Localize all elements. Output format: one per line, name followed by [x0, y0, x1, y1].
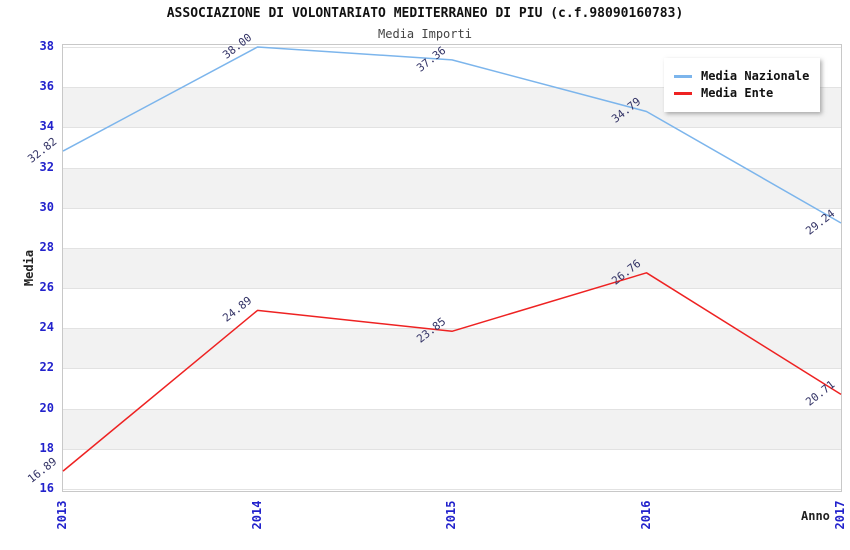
- legend-item-media-ente: Media Ente: [674, 86, 809, 100]
- y-tick-label: 38: [39, 39, 54, 53]
- gridline: [63, 288, 841, 290]
- y-tick-label: 36: [39, 79, 54, 94]
- y-tick-label: 32: [39, 159, 54, 174]
- plot-band: [63, 328, 841, 369]
- plot-band: [63, 408, 841, 449]
- y-tick-label: 30: [39, 199, 54, 214]
- plot-band: [63, 167, 841, 208]
- gridline: [63, 167, 841, 169]
- y-tick-label: 24: [39, 320, 54, 335]
- legend-label-media-ente: Media Ente: [701, 86, 774, 100]
- gridline: [63, 448, 841, 450]
- x-tick-label: 2014: [249, 500, 264, 530]
- y-tick-label: 18: [39, 440, 54, 455]
- gridline: [63, 328, 841, 330]
- y-tick-label: 16: [39, 481, 54, 495]
- plot-area: 32.82 38.00 37.36 34.79 29.24 16.89 24.89 23.85…: [25, 31, 842, 492]
- x-tick-label: 2016: [638, 500, 653, 530]
- gridline: [63, 207, 841, 209]
- y-tick-label: 28: [39, 239, 54, 254]
- x-tick-label: 2013: [55, 500, 69, 530]
- media-ente-line-swatch: [674, 91, 692, 95]
- gridline: [63, 47, 841, 48]
- legend-item-media-nazionale: Media Nazionale: [674, 69, 809, 83]
- series-lines: [62, 46, 842, 472]
- series-line-0: [62, 46, 842, 224]
- legend: Media Nazionale Media Ente: [664, 58, 821, 112]
- y-tick-label: 20: [39, 400, 54, 415]
- y-tick-label: 22: [39, 360, 54, 375]
- gridline: [63, 127, 841, 129]
- chart-title: ASSOCIAZIONE DI VOLONTARIATO MEDITERRANE…: [166, 6, 684, 21]
- x-tick-label: 2017: [833, 500, 847, 530]
- gridline: [63, 408, 841, 410]
- legend-label-media-nazionale: Media Nazionale: [701, 69, 810, 83]
- gridline: [63, 247, 841, 249]
- plot-band: [63, 247, 841, 289]
- y-tick-label: 26: [39, 280, 54, 295]
- x-tick-label: 2015: [444, 500, 458, 530]
- y-tick-label: 34: [39, 119, 54, 134]
- chart-subtitle: Media Importi: [378, 27, 472, 41]
- gridline: [63, 489, 841, 490]
- gridline: [63, 368, 841, 370]
- series-line-1: [62, 272, 842, 472]
- gridline: [63, 87, 841, 89]
- media-nazionale-line-swatch: [674, 74, 692, 78]
- x-axis-title: Anno: [801, 509, 830, 523]
